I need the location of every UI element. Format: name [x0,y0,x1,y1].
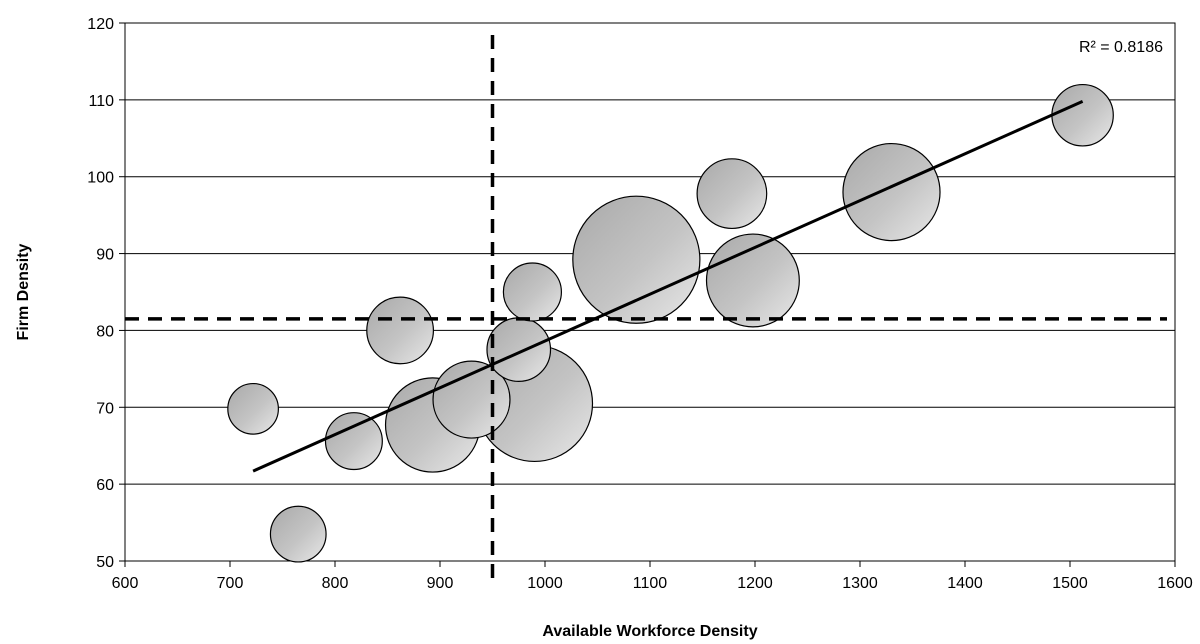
x-tick-label-800: 800 [322,575,349,592]
bubble-9 [572,195,701,324]
x-tick-label-1200: 1200 [737,575,773,592]
trendline [252,100,1084,473]
bubble-1 [227,382,279,435]
x-axis-ticks: 600 700 800 900 1000 1100 1200 1300 1400 1500 1600 [112,561,1193,592]
x-tick-label-700: 700 [217,575,244,592]
reference-lines [125,35,1167,585]
x-tick-label-1300: 1300 [842,575,878,592]
y-axis-title: Firm Density [15,243,32,340]
x-tick-label-1600: 1600 [1157,575,1193,592]
y-tick-label-50: 50 [96,554,114,571]
y-tick-label-80: 80 [96,323,114,340]
bubble-5 [432,360,511,439]
x-axis-title: Available Workforce Density [542,623,757,640]
bubble-2 [324,412,383,471]
y-tick-label-60: 60 [96,477,114,494]
bubble-3 [366,296,435,365]
bubble-8 [502,262,563,322]
y-tick-label-100: 100 [87,170,114,187]
bubbles [227,83,1114,563]
bubble-0 [269,505,327,563]
x-tick-label-900: 900 [427,575,454,592]
x-tick-label-1100: 1100 [633,575,668,592]
bubble-13 [1051,83,1114,147]
y-tick-label-70: 70 [96,400,114,417]
x-tick-label-1400: 1400 [947,575,983,592]
bubble-10 [696,158,768,230]
bubble-12 [842,142,941,242]
bubble-7 [486,317,552,383]
y-axis-ticks: 50 60 70 80 90 100 110 120 [87,16,125,571]
x-tick-label-1000: 1000 [527,575,563,592]
x-tick-label-1500: 1500 [1052,575,1088,592]
x-tick-label-600: 600 [112,575,139,592]
y-tick-label-120: 120 [87,16,114,33]
y-tick-label-90: 90 [96,247,114,264]
y-tick-label-110: 110 [88,93,114,110]
r-squared-annotation: R² = 0.8186 [1079,39,1163,56]
